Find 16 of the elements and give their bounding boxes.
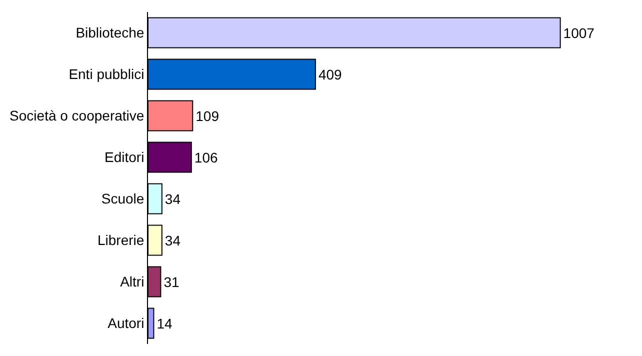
- y-tick-label: Editori: [104, 149, 144, 166]
- data-label: 31: [164, 274, 180, 290]
- y-tick-label: Biblioteche: [76, 24, 144, 41]
- y-tick-label: Autori: [108, 315, 144, 332]
- data-label: 34: [164, 190, 181, 207]
- y-tick-label: Società o cooperative: [10, 108, 144, 124]
- data-label: 409: [318, 66, 342, 82]
- y-tick-label: Librerie: [97, 232, 144, 248]
- y-tick-label: Scuole: [101, 190, 144, 207]
- data-label: 109: [196, 108, 220, 124]
- data-label: 14: [156, 315, 173, 332]
- y-tick-label: Enti pubblici: [68, 66, 144, 82]
- data-label: 34: [164, 232, 181, 248]
- data-label: 106: [194, 149, 218, 166]
- y-tick-label: Altri: [120, 274, 144, 290]
- data-label: 1007: [563, 24, 595, 41]
